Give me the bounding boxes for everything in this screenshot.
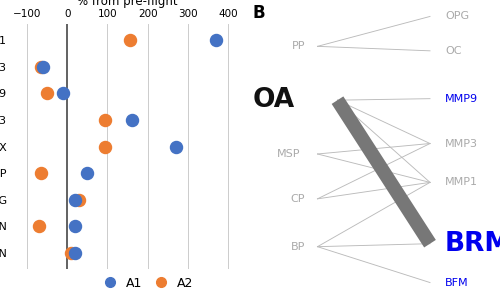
Text: OPG: OPG [445, 11, 469, 22]
Point [72, 251, 80, 256]
Point [172, 144, 179, 149]
Point [39, 64, 47, 69]
Point [37, 171, 45, 176]
Text: OC: OC [445, 46, 462, 56]
Point [128, 118, 136, 122]
Point [102, 144, 110, 149]
Point [72, 197, 80, 202]
Point [43, 91, 51, 96]
Point [102, 118, 110, 122]
Text: PP: PP [292, 41, 305, 51]
Text: MSP: MSP [276, 149, 300, 159]
Point [126, 37, 134, 42]
Point [59, 91, 67, 96]
Point [212, 37, 220, 42]
Text: BFM: BFM [445, 277, 468, 288]
Legend: A1, A2: A1, A2 [92, 272, 199, 295]
Text: B: B [252, 4, 265, 22]
Text: MMP3: MMP3 [445, 138, 478, 149]
Point [67, 251, 76, 256]
Text: MMP9: MMP9 [445, 94, 478, 104]
Text: MMP1: MMP1 [445, 177, 478, 187]
Point [35, 224, 43, 229]
Text: OA: OA [253, 87, 295, 113]
Point [37, 64, 45, 69]
Point [84, 171, 92, 176]
Point [76, 197, 84, 202]
Text: BP: BP [290, 242, 305, 252]
X-axis label: % from pre-flight: % from pre-flight [77, 0, 178, 8]
Point [72, 224, 80, 229]
Text: BRM: BRM [445, 231, 500, 257]
Text: CP: CP [290, 194, 305, 204]
